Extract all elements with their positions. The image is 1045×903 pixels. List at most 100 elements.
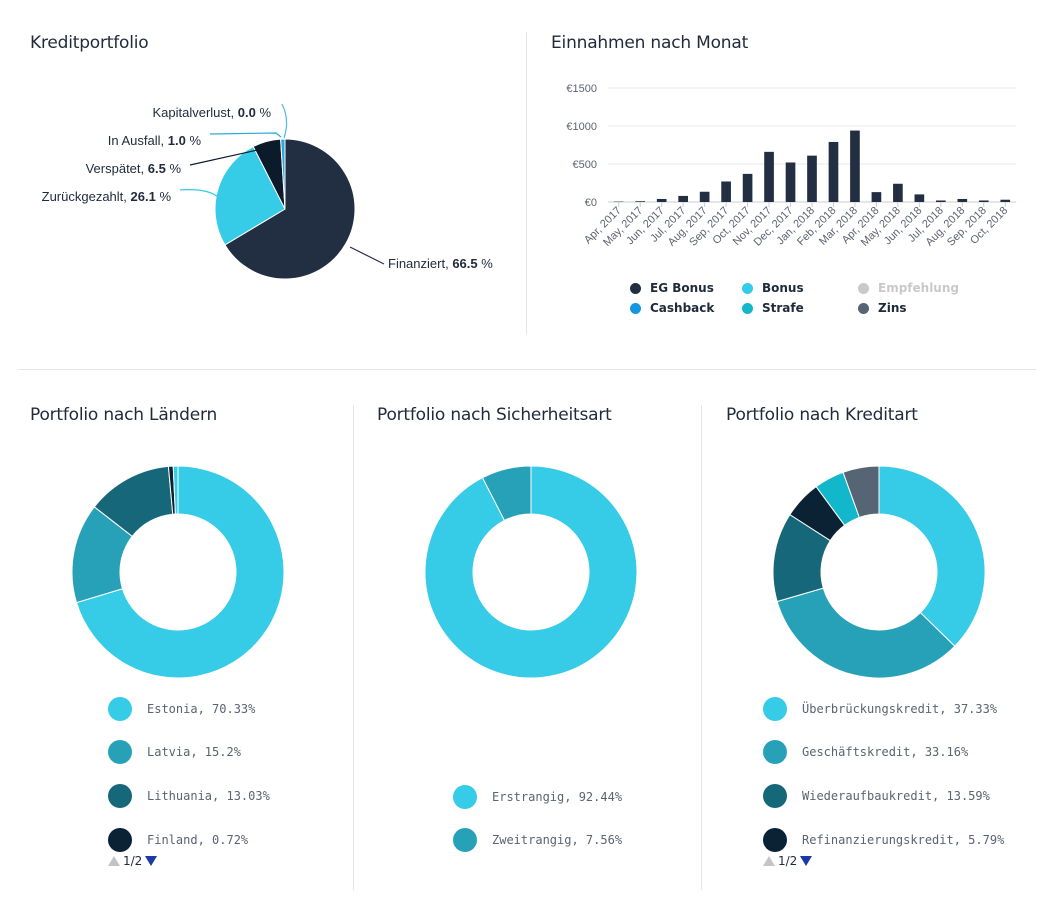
kreditportfolio-slice-1 (214, 145, 286, 246)
legend-item[interactable]: Überbrückungskredit, 37.33% (763, 697, 997, 721)
kreditportfolio-label-0: Finanziert, 66.5 % (388, 256, 493, 271)
divider-horizontal (18, 369, 1036, 370)
bar-13 (893, 183, 903, 202)
legend-item[interactable]: Lithuania, 13.03% (108, 784, 270, 808)
divider-top (526, 32, 527, 334)
legend-marker (763, 697, 787, 721)
bar-7 (764, 151, 774, 202)
bar-1 (635, 201, 646, 202)
divider-bottom-1 (353, 405, 354, 890)
legend-item[interactable]: Refinanzierungskredit, 5.79% (763, 828, 1004, 852)
legend-label: Estonia, 70.33% (147, 702, 256, 716)
bar-11 (850, 130, 860, 202)
laender-pager-text: 1/2 (123, 854, 143, 868)
kreditportfolio-label-1: Zurückgezahlt, 26.1 % (42, 189, 172, 204)
legend-marker (108, 784, 132, 808)
legend-item[interactable]: Estonia, 70.33% (108, 697, 255, 721)
kreditart-legend-pager: 1/2 (763, 854, 813, 868)
kreditportfolio-leader-line-0 (349, 246, 385, 265)
y-tick-label: €1500 (566, 83, 597, 95)
legend-item[interactable]: Geschäftskredit, 33.16% (763, 740, 968, 764)
legend-item[interactable]: Finland, 0.72% (108, 828, 248, 852)
legend-item[interactable]: Erstrangig, 92.44% (453, 785, 622, 809)
bar-8 (785, 162, 796, 202)
legend-marker (630, 282, 641, 294)
page-down-icon[interactable] (145, 856, 158, 866)
bar-legend-item[interactable]: Strafe (742, 301, 804, 315)
sicherheit-slice-0 (424, 465, 638, 679)
kreditportfolio-label-3: In Ausfall, 1.0 % (108, 133, 202, 148)
kreditportfolio-leader-line-3 (209, 132, 282, 138)
page-down-icon[interactable] (800, 856, 813, 866)
bar-5 (721, 181, 731, 202)
kreditart-slice-0 (878, 465, 986, 647)
laender-slice-0 (75, 465, 285, 679)
bar-legend-item[interactable]: Cashback (630, 301, 714, 315)
legend-marker (108, 740, 132, 764)
legend-label: Cashback (650, 301, 715, 315)
legend-item[interactable]: Zweitrangig, 7.56% (453, 828, 622, 852)
legend-label: Bonus (762, 281, 804, 295)
kreditportfolio-title: Kreditportfolio (30, 33, 149, 53)
legend-label: Strafe (762, 301, 804, 315)
bar-9 (807, 155, 817, 202)
kreditportfolio-slice-3 (280, 138, 286, 210)
legend-label: EG Bonus (650, 281, 714, 295)
legend-label: Zins (878, 301, 907, 315)
legend-label: Überbrückungskredit, 37.33% (802, 702, 998, 716)
bar-18 (1000, 199, 1011, 202)
bar-17 (978, 200, 989, 202)
legend-label: Lithuania, 13.03% (147, 789, 270, 803)
legend-marker (108, 828, 132, 852)
bar-legend-item[interactable]: Zins (858, 301, 907, 315)
legend-item[interactable]: Wiederaufbaukredit, 13.59% (763, 784, 990, 808)
laender-donut-chart (71, 465, 285, 679)
laender-slice-4 (172, 465, 179, 515)
bar-legend-item[interactable]: Empfehlung (858, 281, 959, 295)
page-up-icon[interactable] (108, 856, 120, 866)
legend-label: Latvia, 15.2% (147, 745, 241, 759)
page-up-icon[interactable] (763, 856, 775, 866)
sicherheit-title: Portfolio nach Sicherheitsart (377, 405, 612, 425)
legend-marker (763, 828, 787, 852)
legend-label: Erstrangig, 92.44% (492, 790, 623, 804)
bar-legend-item[interactable]: Bonus (742, 281, 804, 295)
bar-6 (742, 173, 753, 202)
legend-label: Wiederaufbaukredit, 13.59% (802, 789, 990, 803)
legend-label: Finland, 0.72% (147, 833, 249, 847)
sicherheit-slice-1 (481, 465, 532, 522)
legend-marker (763, 784, 787, 808)
y-tick-label: €500 (573, 159, 597, 171)
laender-legend-pager: 1/2 (108, 854, 158, 868)
bar-14 (914, 194, 925, 202)
legend-marker (453, 785, 477, 809)
legend-item[interactable]: Latvia, 15.2% (108, 740, 241, 764)
einnahmen-title: Einnahmen nach Monat (551, 33, 749, 53)
legend-marker (742, 302, 753, 314)
y-tick-label: €0 (585, 197, 597, 209)
legend-marker (763, 740, 787, 764)
kreditportfolio-label-4: Kapitalverlust, 0.0 % (152, 105, 271, 120)
bar-15 (936, 200, 946, 202)
bar-12 (871, 192, 882, 202)
sicherheit-donut-chart (424, 465, 638, 679)
bar-3 (678, 195, 688, 202)
bar-legend-item[interactable]: EG Bonus (630, 281, 714, 295)
legend-marker (742, 282, 753, 294)
kreditportfolio-pie-chart: Finanziert, 66.5 % Zurückgezahlt, 26.1 % V… (42, 103, 493, 280)
kreditportfolio-slice-0 (224, 138, 356, 280)
kreditart-slice-5 (842, 465, 880, 519)
legend-marker (453, 828, 477, 852)
kreditart-title: Portfolio nach Kreditart (726, 405, 918, 425)
kreditportfolio-leader-line-1 (179, 189, 218, 197)
kreditportfolio-label-2: Verspätet, 6.5 % (86, 161, 182, 176)
y-tick-label: €1000 (566, 121, 597, 133)
bar-16 (957, 198, 968, 202)
bar-4 (699, 191, 710, 202)
kreditart-pager-text: 1/2 (778, 854, 798, 868)
legend-marker (858, 302, 869, 314)
kreditart-donut-chart (772, 465, 986, 679)
kreditportfolio-leader-line-2 (189, 148, 263, 166)
bar-2 (656, 198, 667, 202)
